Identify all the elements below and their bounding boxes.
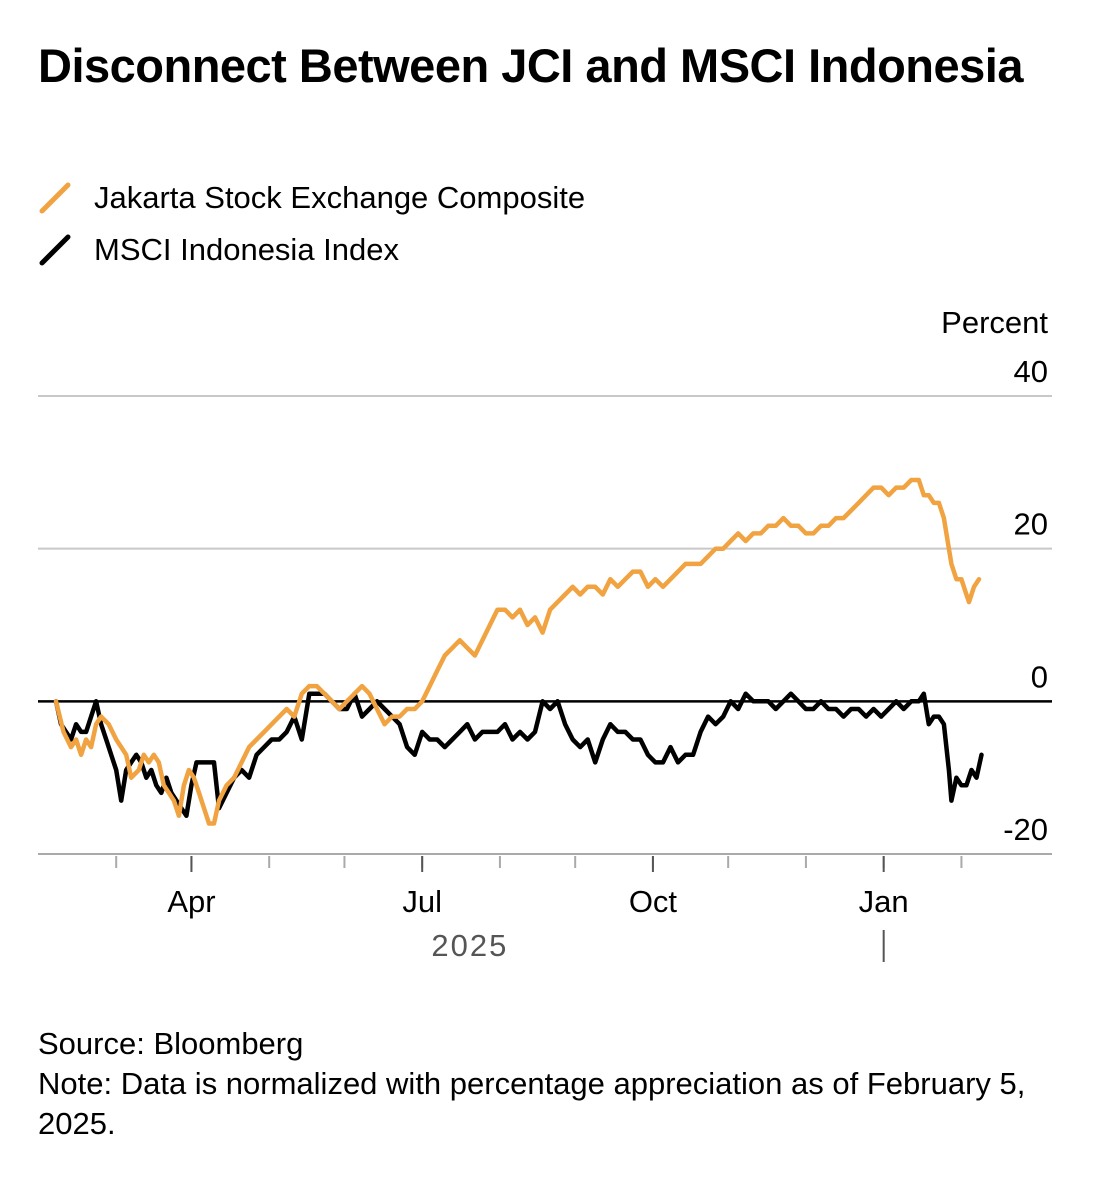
y-tick-label: 20 <box>1014 507 1048 542</box>
y-axis-label: Percent <box>941 305 1048 340</box>
series-line-jci <box>53 477 982 826</box>
y-tick-label: 40 <box>1014 354 1048 389</box>
series-line-msci <box>53 691 984 819</box>
legend-label-jci: Jakarta Stock Exchange Composite <box>94 180 586 215</box>
y-axis-ticks: 40 20 0 -20 <box>1003 354 1048 847</box>
note-text: Note: Data is normalized with percentage… <box>38 1066 1026 1141</box>
x-tick-label: Jul <box>402 884 442 919</box>
x-tick-label: Apr <box>167 884 215 919</box>
legend-line-msci <box>39 234 71 266</box>
line-swatch-icon <box>39 234 71 266</box>
chart-title: Disconnect Between JCI and MSCI Indonesi… <box>38 39 1023 92</box>
line-swatch-icon <box>39 182 71 214</box>
legend-item-msci: MSCI Indonesia Index <box>38 224 585 276</box>
legend: Jakarta Stock Exchange Composite MSCI In… <box>38 172 585 276</box>
source-text: Source: Bloomberg <box>38 1026 304 1061</box>
y-tick-label: 0 <box>1031 659 1048 694</box>
x-axis-year-label: 2025 <box>431 928 508 963</box>
legend-item-jci: Jakarta Stock Exchange Composite <box>38 172 585 224</box>
x-tick-label: Oct <box>629 884 678 919</box>
line-chart: Percent 40 20 0 -20 Apr Jul Oct Jan 2025 <box>38 305 1052 963</box>
x-tick-label: Jan <box>859 884 909 919</box>
x-axis: Apr Jul Oct Jan <box>115 856 963 962</box>
y-tick-label: -20 <box>1003 812 1048 847</box>
legend-label-msci: MSCI Indonesia Index <box>94 232 400 267</box>
footer: Source: Bloomberg Note: Data is normaliz… <box>38 1024 1068 1144</box>
series-lines <box>53 477 984 826</box>
legend-line-jci <box>39 182 71 214</box>
